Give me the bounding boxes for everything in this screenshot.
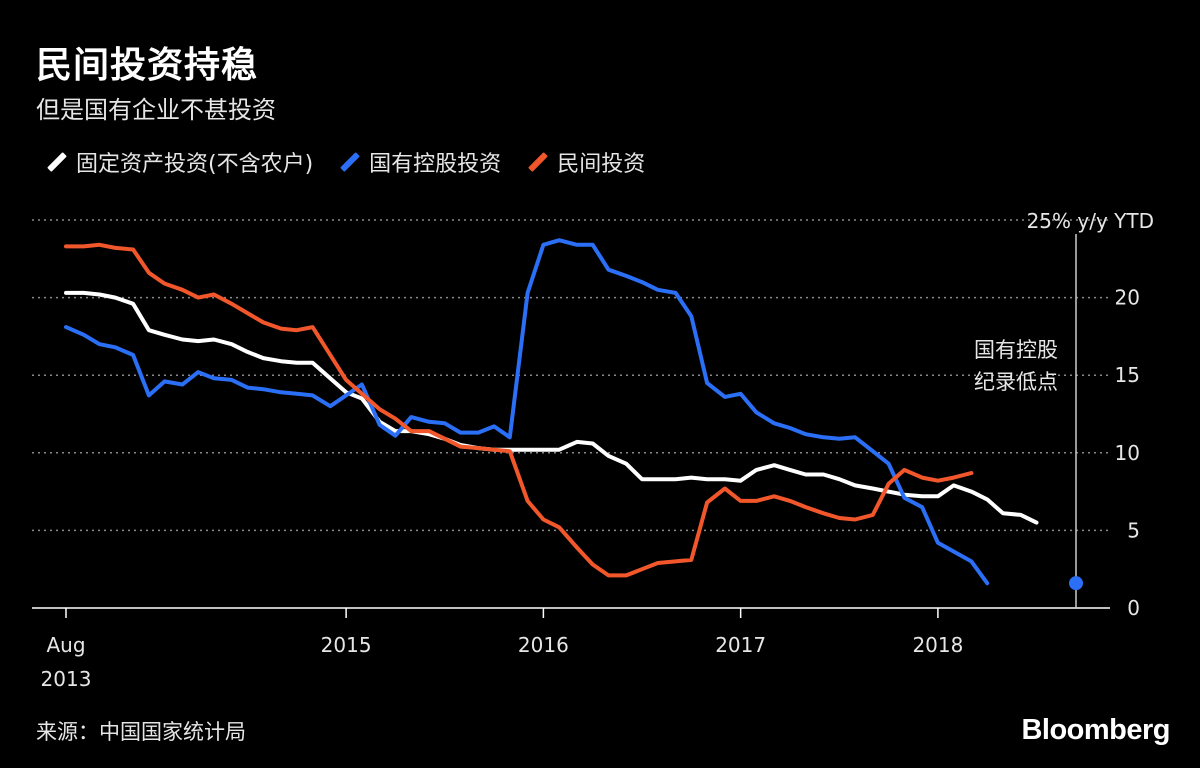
- x-tick-label-0-line2: 2013: [41, 667, 92, 691]
- record-low-marker: [1069, 576, 1083, 591]
- chart-subtitle: 但是国有企业不甚投资: [36, 96, 276, 124]
- annotation-text-line1: 国有控股: [974, 338, 1058, 362]
- x-tick-label-0: Aug: [46, 633, 85, 657]
- chart-title: 民间投资持稳: [36, 45, 259, 86]
- y-tick-label-15: 15: [1115, 363, 1140, 387]
- source-note: 来源：中国国家统计局: [36, 720, 246, 744]
- legend-label-fixed-asset: 固定资产投资(不含农户): [76, 152, 314, 177]
- y-unit-label: 25% y/y YTD: [1027, 209, 1154, 233]
- series-line-1: [64, 238, 990, 586]
- y-tick-label-5: 5: [1127, 518, 1140, 542]
- y-tick-label-0: 0: [1127, 596, 1140, 620]
- legend-item-fixed-asset: 固定资产投资(不含农户): [46, 146, 313, 178]
- x-tick-label-2: 2016: [518, 633, 569, 657]
- y-tick-label-20: 20: [1115, 286, 1140, 310]
- legend-item-state-owned: 国有控股投资: [339, 146, 501, 178]
- x-tick-label-3: 2017: [715, 633, 766, 657]
- legend-label-private: 民间投资: [557, 152, 646, 177]
- x-tick-label-1: 2015: [321, 633, 372, 657]
- legend-label-state-owned: 国有控股投资: [369, 152, 502, 177]
- annotation-text-line2: 纪录低点: [974, 370, 1058, 394]
- legend: 固定资产投资(不含农户) 国有控股投资 民间投资: [46, 146, 645, 178]
- bloomberg-logo: Bloomberg: [1021, 714, 1170, 746]
- series-line-2: [64, 242, 974, 578]
- series-line-0: [64, 290, 1039, 525]
- x-tick-label-4: 2018: [912, 633, 963, 657]
- y-tick-label-10: 10: [1115, 441, 1140, 465]
- legend-item-private: 民间投资: [527, 146, 645, 178]
